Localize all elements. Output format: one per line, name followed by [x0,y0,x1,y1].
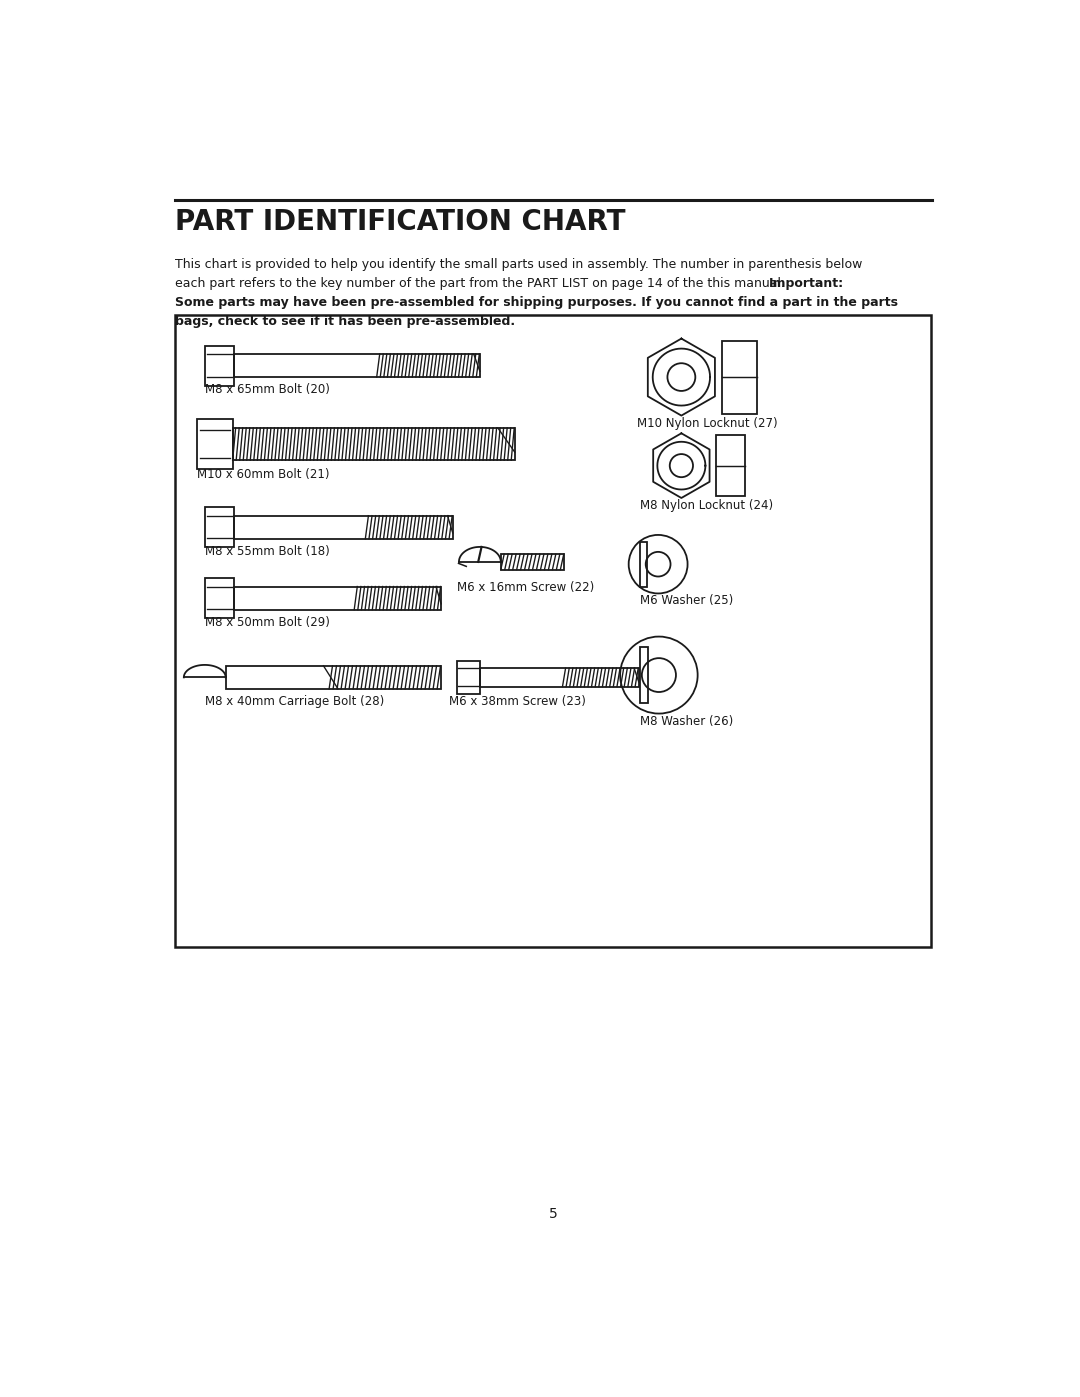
Bar [175,316,931,947]
Text: M6 x 16mm Screw (22): M6 x 16mm Screw (22) [457,581,594,594]
Text: PART IDENTIFICATION CHART: PART IDENTIFICATION CHART [175,208,625,236]
Text: M8 x 40mm Carriage Bolt (28): M8 x 40mm Carriage Bolt (28) [205,696,384,708]
Text: Important:: Important: [769,277,845,291]
Bar [205,578,234,617]
Text: M8 Washer (26): M8 Washer (26) [640,715,733,728]
Bar [234,353,480,377]
Text: 5: 5 [549,1207,558,1221]
Text: This chart is provided to help you identify the small parts used in assembly. Th: This chart is provided to help you ident… [175,257,863,271]
Text: M8 Nylon Locknut (24): M8 Nylon Locknut (24) [640,499,773,511]
Bar [232,427,515,460]
Text: Some parts may have been pre-assembled for shipping purposes. If you cannot find: Some parts may have been pre-assembled f… [175,296,899,309]
Text: M10 Nylon Locknut (27): M10 Nylon Locknut (27) [637,418,778,430]
Bar [234,587,441,609]
Bar [205,507,234,548]
Bar [457,661,480,693]
Text: M8 x 65mm Bolt (20): M8 x 65mm Bolt (20) [205,383,329,397]
Text: M8 x 55mm Bolt (18): M8 x 55mm Bolt (18) [205,545,329,557]
Text: each part refers to the key number of the part from the PART LIST on page 14 of : each part refers to the key number of th… [175,277,789,291]
Bar [723,341,757,414]
Text: M6 x 38mm Screw (23): M6 x 38mm Screw (23) [449,696,585,708]
Bar [197,419,232,469]
Bar [640,647,648,703]
Text: M8 x 50mm Bolt (29): M8 x 50mm Bolt (29) [205,616,329,629]
Bar [501,555,565,570]
Bar [480,668,638,686]
Bar [226,666,441,689]
Text: M6 Washer (25): M6 Washer (25) [640,594,733,608]
Bar [716,434,745,496]
Bar [205,345,234,386]
Bar [640,542,647,587]
Text: bags, check to see if it has been pre-assembled.: bags, check to see if it has been pre-as… [175,314,515,328]
Text: M10 x 60mm Bolt (21): M10 x 60mm Bolt (21) [197,468,329,481]
Bar [234,515,453,539]
